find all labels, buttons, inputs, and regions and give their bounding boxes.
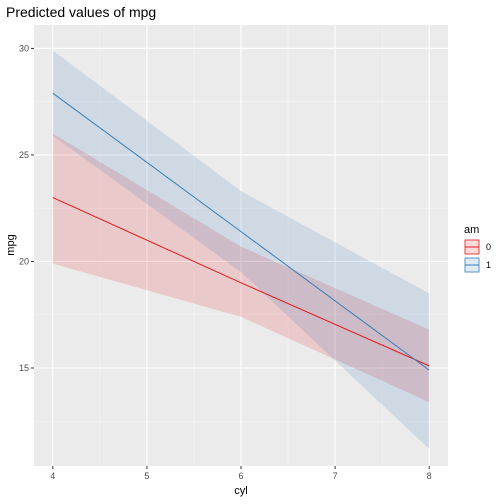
- confidence-band-am-1: [52, 50, 430, 449]
- series-lines: [52, 92, 430, 371]
- y-tick-label: 15: [19, 363, 29, 373]
- series-line-am-0: [52, 197, 430, 367]
- x-axis-ticks: 4 5 6 7 8: [50, 466, 432, 481]
- x-tick-label: 4: [50, 471, 55, 481]
- legend-title: am: [464, 224, 479, 236]
- series-line-am-1: [52, 92, 430, 371]
- x-tick-label: 5: [144, 471, 149, 481]
- x-tick-label: 6: [238, 471, 243, 481]
- legend: am 0 1: [464, 224, 491, 273]
- confidence-bands: [52, 50, 430, 449]
- x-axis-label: cyl: [234, 485, 247, 497]
- x-tick-label: 8: [427, 471, 432, 481]
- y-axis-label: mpg: [5, 234, 17, 255]
- y-tick-label: 30: [19, 43, 29, 53]
- y-tick-label: 20: [19, 256, 29, 266]
- confidence-band-am-0: [52, 133, 430, 403]
- x-tick-label: 7: [333, 471, 338, 481]
- grid: [34, 25, 448, 466]
- y-tick-label: 25: [19, 150, 29, 160]
- y-axis-ticks: 15 20 25 30: [19, 43, 34, 373]
- legend-label-am-1: 1: [486, 260, 491, 270]
- legend-label-am-0: 0: [486, 242, 491, 252]
- chart-title: Predicted values of mpg: [6, 4, 156, 20]
